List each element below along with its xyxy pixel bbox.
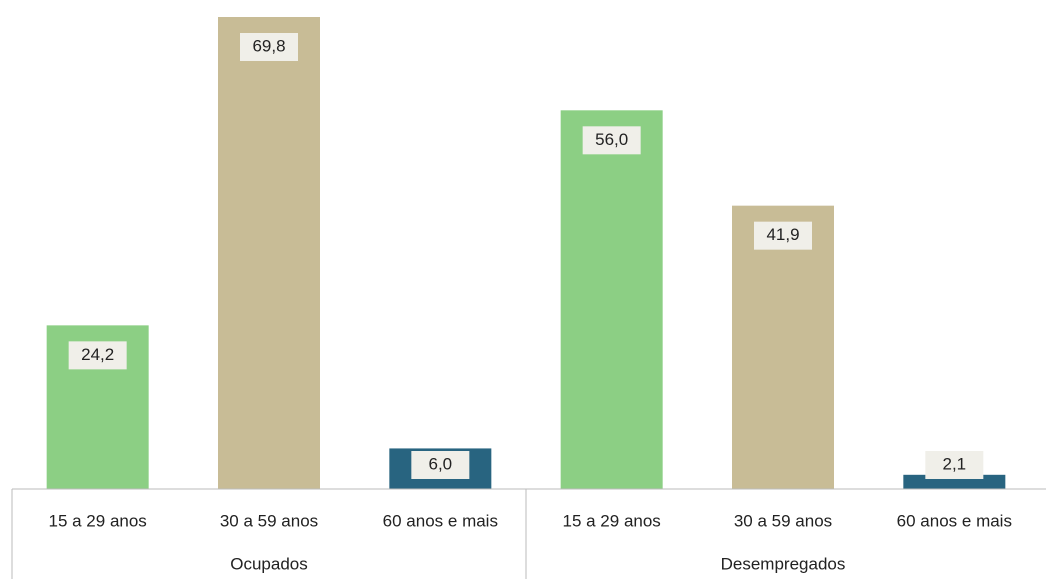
x-tick-label: 30 a 59 anos (734, 511, 832, 530)
value-label-box (754, 221, 812, 250)
value-label: 41,9 (766, 225, 799, 244)
value-label: 56,0 (595, 130, 628, 149)
value-label: 69,8 (252, 36, 285, 55)
x-tick-label: 30 a 59 anos (220, 511, 318, 530)
x-tick-label: 60 anos e mais (897, 511, 1012, 530)
bar (218, 17, 320, 489)
value-label-box (68, 341, 127, 370)
x-tick-label: 60 anos e mais (383, 511, 498, 530)
bar (732, 205, 834, 490)
bar (560, 110, 663, 489)
group-label: Ocupados (230, 554, 308, 573)
value-label-box (582, 126, 641, 155)
value-label-box (925, 451, 984, 479)
value-label: 24,2 (81, 345, 114, 364)
x-tick-label: 15 a 29 anos (563, 511, 661, 530)
value-label: 6,0 (429, 454, 453, 473)
value-label: 2,1 (943, 454, 967, 473)
x-tick-label: 15 a 29 anos (49, 511, 147, 530)
group-label: Desempregados (721, 554, 846, 573)
value-label-box (240, 33, 298, 61)
value-label-box (411, 451, 470, 479)
